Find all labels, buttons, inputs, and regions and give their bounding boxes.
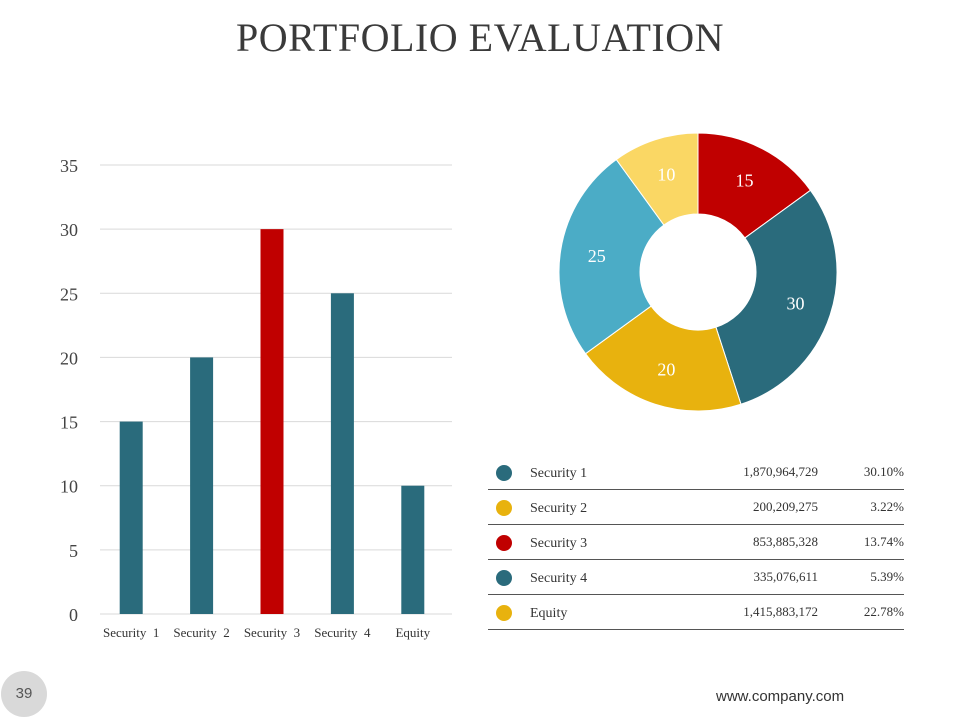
y-tick-label: 5 [69, 541, 78, 561]
slice-label: 10 [657, 165, 675, 185]
y-tick-label: 35 [60, 156, 78, 176]
legend-table: Security 1 1,870,964,729 30.10% Security… [488, 456, 904, 631]
legend-value: 1,415,883,172 [743, 604, 818, 619]
y-tick-label: 20 [60, 348, 78, 368]
legend-percent: 3.22% [870, 499, 904, 514]
y-tick-label: 30 [60, 220, 78, 240]
donut-chart: 15 30 20 25 10 [558, 132, 838, 412]
legend-row-security-4: Security 4 335,076,611 5.39% [488, 561, 904, 595]
page-number-badge: 39 [1, 671, 47, 717]
legend-name: Equity [530, 606, 568, 621]
slice-label: 30 [786, 294, 804, 314]
x-category-label: Security 2 [173, 625, 229, 640]
bar [119, 421, 143, 614]
legend-dot-icon [496, 570, 512, 586]
legend-value: 1,870,964,729 [743, 464, 818, 479]
y-tick-label: 25 [60, 284, 78, 304]
bar [401, 485, 425, 614]
legend-dot-icon [496, 535, 512, 551]
bar [260, 229, 284, 614]
legend-name: Security 1 [530, 466, 588, 481]
legend-percent: 30.10% [863, 464, 904, 479]
legend-name: Security 4 [530, 571, 588, 586]
donut-slice [615, 132, 699, 226]
donut-slice [584, 305, 742, 412]
legend-dot-icon [496, 605, 512, 621]
page-title: PORTFOLIO EVALUATION [236, 15, 724, 60]
legend-percent: 5.39% [870, 569, 904, 584]
y-tick-label: 10 [60, 477, 78, 497]
legend-value: 200,209,275 [753, 499, 818, 514]
bar [330, 293, 354, 614]
legend-name: Security 3 [530, 536, 588, 551]
legend-percent: 13.74% [863, 534, 904, 549]
legend-row-equity: Equity 1,415,883,172 22.78% [488, 596, 904, 630]
donut-slice [558, 158, 665, 355]
y-tick-label: 0 [69, 605, 78, 625]
donut-slice [697, 132, 812, 239]
legend-row-security-3: Security 3 853,885,328 13.74% [488, 526, 904, 560]
slice-label: 25 [588, 246, 606, 266]
legend-row-security-1: Security 1 1,870,964,729 30.10% [488, 456, 904, 490]
y-tick-label: 15 [60, 413, 78, 433]
legend-value: 335,076,611 [753, 569, 818, 584]
legend-row-security-2: Security 2 200,209,275 3.22% [488, 491, 904, 525]
legend-percent: 22.78% [863, 604, 904, 619]
donut-slice [715, 189, 838, 405]
x-category-label: Security 1 [103, 625, 159, 640]
legend-value: 853,885,328 [753, 534, 818, 549]
slice-label: 15 [736, 171, 754, 191]
legend-dot-icon [496, 465, 512, 481]
footer-url: www.company.com [716, 688, 845, 705]
bar-chart: 0 5 10 15 20 25 30 35 Security 1 Security 2 Securi… [60, 156, 452, 640]
legend-name: Security 2 [530, 501, 588, 516]
x-category-label: Equity [395, 625, 430, 640]
bar [190, 357, 214, 614]
legend-dot-icon [496, 500, 512, 516]
x-category-label: Security 4 [314, 625, 371, 640]
x-category-label: Security 3 [244, 625, 300, 640]
slice-label: 20 [657, 359, 675, 379]
